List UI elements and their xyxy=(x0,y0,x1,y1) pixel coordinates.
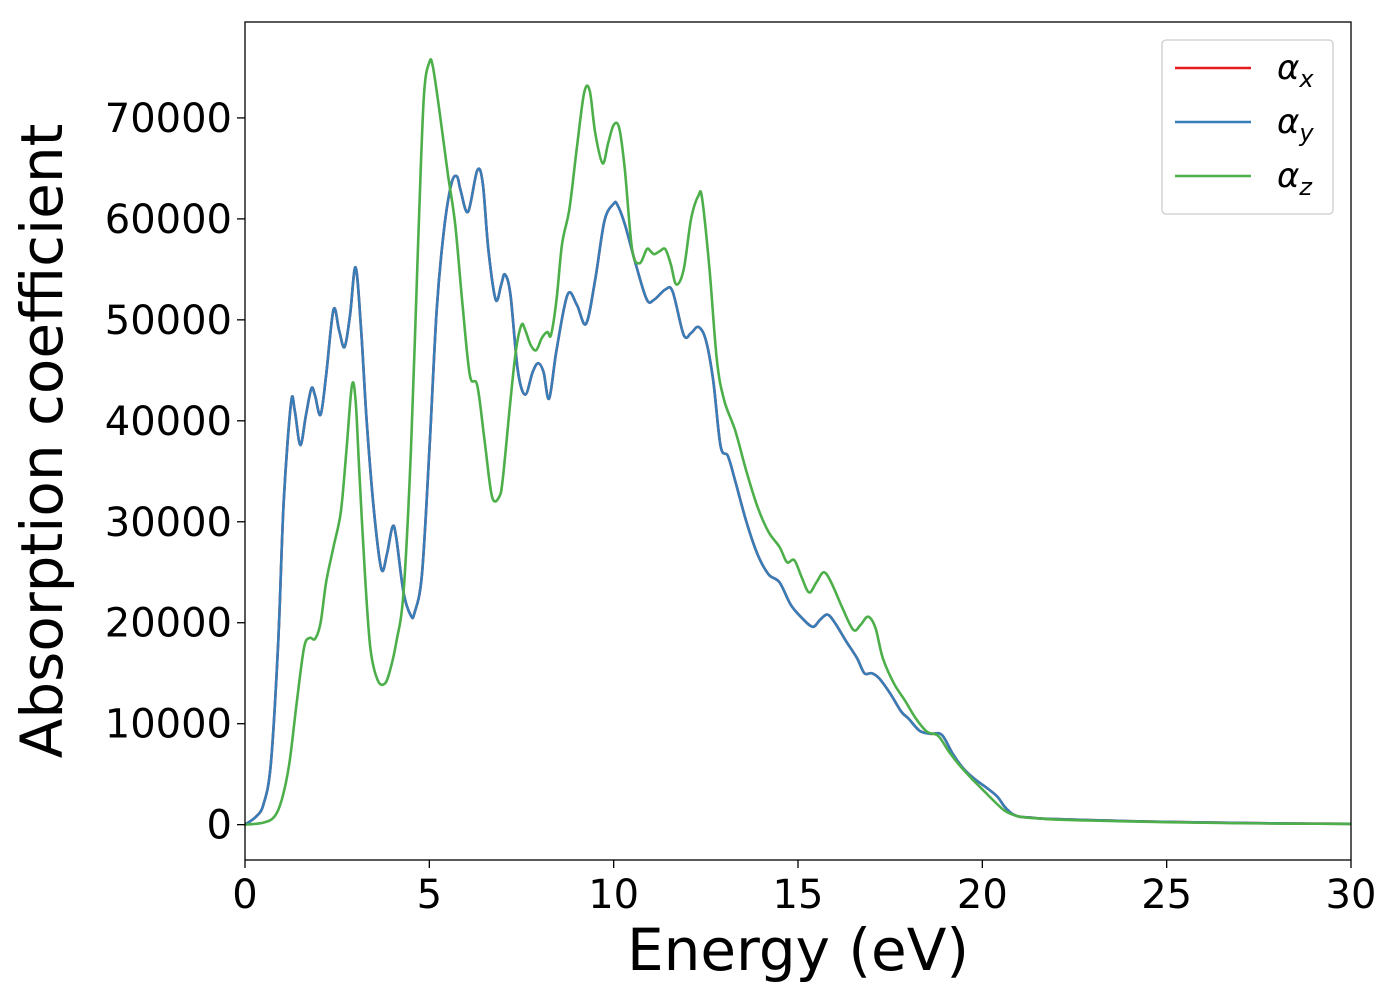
y-tick-label: 20000 xyxy=(105,601,232,647)
y-tick-label: 40000 xyxy=(105,399,232,445)
series-line-y xyxy=(244,167,1352,826)
y-tick-label: 70000 xyxy=(105,96,232,142)
x-tick-label: 5 xyxy=(417,872,442,918)
x-tick-label: 20 xyxy=(957,872,1008,918)
x-tick-label: 25 xyxy=(1141,872,1192,918)
series-layer xyxy=(244,58,1352,826)
y-tick-label: 30000 xyxy=(105,500,232,546)
legend-label-y: αy xyxy=(1277,102,1314,147)
y-tick-label: 10000 xyxy=(105,702,232,748)
y-tick-label: 0 xyxy=(207,803,232,849)
x-tick-label: 10 xyxy=(588,872,639,918)
x-tick-label: 30 xyxy=(1326,872,1377,918)
legend-box xyxy=(1161,39,1334,215)
y-tick-label: 50000 xyxy=(105,298,232,344)
y-tick-label: 60000 xyxy=(105,197,232,243)
y-axis-label: Absorption coefficient xyxy=(8,124,76,759)
x-axis-ticks: 0 5 10 15 20 25 30 xyxy=(232,860,1376,918)
series-line-z xyxy=(244,58,1352,826)
x-tick-label: 0 xyxy=(232,872,257,918)
x-tick-label: 15 xyxy=(773,872,824,918)
y-axis-ticks: 0 10000 20000 30000 40000 50000 60000 70000 xyxy=(105,96,245,849)
x-axis-label: Energy (eV) xyxy=(627,916,969,984)
